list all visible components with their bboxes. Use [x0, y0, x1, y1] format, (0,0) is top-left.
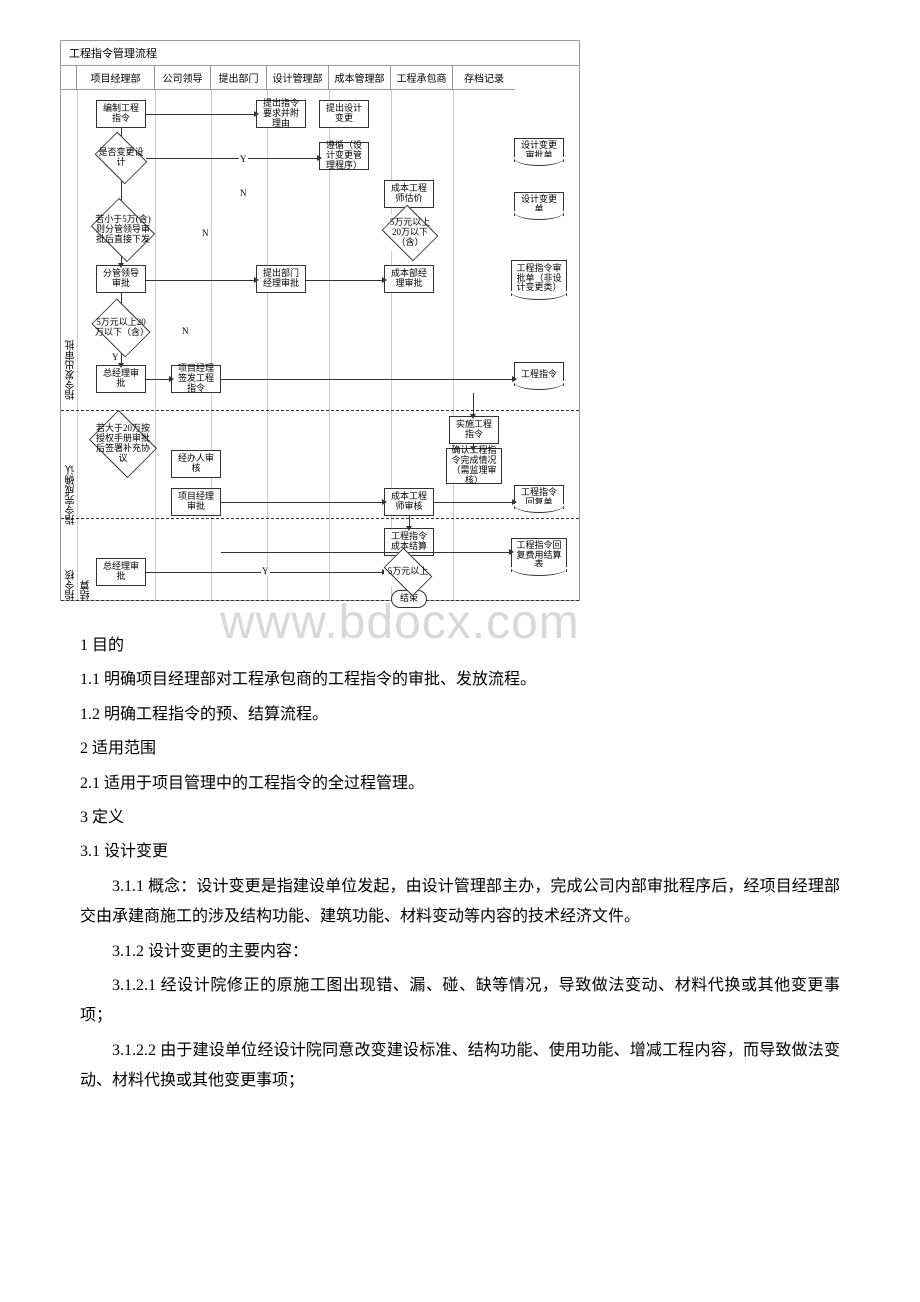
paragraph: 3.1 设计变更: [80, 837, 840, 867]
flowchart-title: 工程指令管理流程: [61, 41, 579, 66]
flow-node-n20: 成本工程师审核: [384, 488, 434, 516]
flow-node-n22: 总经理审批: [96, 558, 146, 586]
flow-node-n7: 若小于5万(含)则分管领导审批后直接下发: [93, 210, 153, 250]
heading: 3 定义: [80, 803, 840, 833]
flow-node-d3: 工程指令审批单（非设计变更类）: [511, 260, 567, 296]
document-text: 1 目的 1.1 明确项目经理部对工程承包商的工程指令的审批、发放流程。 1.2…: [0, 621, 920, 1140]
flow-node-d6: 工程指令回复费用结算表: [511, 538, 567, 572]
flow-node-n16: 经办人审核: [171, 450, 221, 478]
heading: 1 目的: [80, 631, 840, 661]
flow-node-d4: 工程指令: [514, 362, 564, 386]
edge-label: Y: [239, 154, 248, 164]
flow-node-n18: 确认工程指令完成情况（需监理审核）: [446, 448, 502, 484]
flow-node-d5: 工程指令回复单: [514, 485, 564, 509]
flow-node-n15: 若大于20万按授权手册审批后签署补充协议: [91, 423, 155, 465]
flow-node-n11: 成本部经理审批: [384, 265, 434, 293]
edge-label: N: [239, 188, 248, 198]
flowchart: 工程指令管理流程 项目经理部公司领导提出部门设计管理部成本管理部工程承包商存档记…: [60, 40, 580, 601]
swimlane-header: 项目经理部公司领导提出部门设计管理部成本管理部工程承包商存档记录: [61, 66, 579, 90]
edge-label: Y: [111, 352, 120, 362]
paragraph: 3.1.2 设计变更的主要内容：: [80, 937, 840, 967]
phase-label: 指令完成确认: [64, 465, 79, 525]
swimlane-col: 公司领导: [155, 66, 211, 90]
swimlane-col: [61, 66, 77, 90]
paragraph: 3.1.1 概念：设计变更是指建设单位发起，由设计管理部主办，完成公司内部审批程…: [80, 872, 840, 933]
flow-node-n2: 提出指令要求并附理由: [256, 100, 306, 128]
paragraph: 2.1 适用于项目管理中的工程指令的全过程管理。: [80, 769, 840, 799]
paragraph: 3.1.2.2 由于建设单位经设计院同意改变建设标准、结构功能、使用功能、增减工…: [80, 1036, 840, 1097]
flow-node-n10: 提出部门经理审批: [256, 265, 306, 293]
swimlane-body: 指令发出审批指令完成确认指令核结算 编制工程指令 提出指令要求并附理由提出设计变更是…: [61, 90, 579, 600]
flow-node-d2: 设计变更单: [514, 192, 564, 216]
edge-label: N: [201, 228, 210, 238]
flow-node-n4: 是否变更设计: [96, 142, 146, 174]
phase-label: 指令核结算: [64, 570, 94, 600]
flow-node-n12: 5万元以上20万以下（含）: [93, 310, 149, 346]
flow-node-n23: 5万元以上: [384, 558, 432, 586]
flow-node-n6: 成本工程师估价: [384, 180, 434, 208]
flow-node-n5: 遵循（设计变更管理程序）: [319, 142, 369, 170]
flow-node-n13: 总经理审批: [96, 365, 146, 393]
flow-node-n14: 项目经理签发工程指令: [171, 365, 221, 393]
swimlane-col: 项目经理部: [77, 66, 155, 90]
flow-node-n17: 实施工程指令: [449, 416, 499, 444]
swimlane-col: 成本管理部: [329, 66, 391, 90]
swimlane-col: 提出部门: [211, 66, 267, 90]
flow-node-n9: 分管领导审批: [96, 265, 146, 293]
edge-label: N: [181, 326, 190, 336]
swimlane-col: 工程承包商: [391, 66, 453, 90]
paragraph: 1.2 明确工程指令的预、结算流程。: [80, 700, 840, 730]
flow-node-n1: 编制工程指令: [96, 100, 146, 128]
flow-node-n8: 5万元以上20万以下（含）: [384, 215, 436, 251]
paragraph: 3.1.2.1 经设计院修正的原施工图出现错、漏、碰、缺等情况，导致做法变动、材…: [80, 971, 840, 1032]
swimlane-col: 存档记录: [453, 66, 515, 90]
paragraph: 1.1 明确项目经理部对工程承包商的工程指令的审批、发放流程。: [80, 665, 840, 695]
flow-node-n3: 提出设计变更: [319, 100, 369, 128]
phase-label: 指令发出审批: [64, 340, 79, 400]
edge-label: Y: [261, 566, 270, 576]
heading: 2 适用范围: [80, 734, 840, 764]
flow-node-n19: 项目经理审批: [171, 488, 221, 516]
swimlane-col: 设计管理部: [267, 66, 329, 90]
flow-node-d1: 设计变更审批单: [514, 138, 564, 162]
